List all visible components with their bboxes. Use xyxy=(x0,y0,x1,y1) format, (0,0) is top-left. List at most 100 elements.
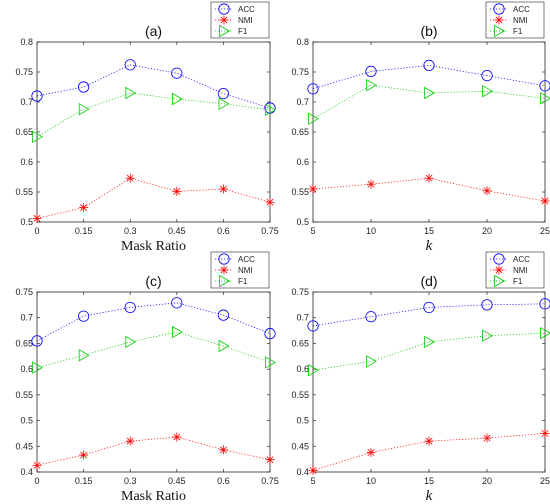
data-point-f1 xyxy=(424,86,436,100)
chart-panel-1: 0.5 0.55 0.6 0.65 0.7 0.75 0.8 0 0.15 0.3 0.45 0.6 0… xyxy=(15,1,279,254)
data-point-acc xyxy=(78,81,90,93)
data-point-nmi xyxy=(125,436,135,446)
data-point-f1 xyxy=(265,356,277,369)
legend-label-f1: F1 xyxy=(513,277,523,286)
data-point-acc xyxy=(171,297,183,309)
chart-title: (c) xyxy=(145,273,161,289)
y-tick-label: 0.6 xyxy=(20,364,33,374)
x-tick-label: 0.75 xyxy=(261,226,279,236)
x-axis-label: Mask Ratio xyxy=(121,489,186,504)
data-point-acc xyxy=(171,67,183,79)
x-axis-label: Mask Ratio xyxy=(121,239,186,254)
data-point-acc xyxy=(307,320,319,332)
data-point-nmi xyxy=(79,450,89,460)
data-point-nmi xyxy=(79,203,89,213)
data-point-nmi xyxy=(32,460,42,470)
plot-area xyxy=(312,41,546,223)
series-line-acc xyxy=(36,64,271,109)
data-point-nmi xyxy=(218,445,228,455)
x-tick-label: 0.75 xyxy=(261,476,279,486)
y-tick-label: 0.5 xyxy=(20,416,33,426)
y-tick-label: 0.7 xyxy=(20,97,33,107)
y-tick-label: 0.6 xyxy=(296,157,309,167)
legend-marker-f1 xyxy=(494,24,506,38)
data-point-nmi xyxy=(424,173,434,183)
y-tick-label: 0.55 xyxy=(291,390,309,400)
y-tick-label: 0.75 xyxy=(15,287,33,297)
series-line-acc xyxy=(312,303,546,327)
data-point-acc xyxy=(423,59,435,72)
data-point-acc xyxy=(124,59,136,71)
series-line-nmi xyxy=(36,436,271,466)
legend-marker-f1 xyxy=(219,24,231,38)
y-tick-label: 0.45 xyxy=(291,441,309,451)
data-point-acc xyxy=(78,310,90,322)
data-point-nmi xyxy=(540,428,550,438)
legend-label-acc: ACC xyxy=(513,5,530,14)
y-tick-label: 0.8 xyxy=(296,37,309,47)
data-point-f1 xyxy=(540,326,550,340)
legend-label-nmi: NMI xyxy=(513,266,528,275)
legend-marker-acc xyxy=(218,253,230,265)
data-point-f1 xyxy=(540,92,550,105)
data-point-nmi xyxy=(424,436,434,446)
data-point-nmi xyxy=(308,465,318,475)
legend: ACC NMI F1 xyxy=(485,251,545,289)
data-point-acc xyxy=(217,309,229,321)
data-point-acc xyxy=(481,299,493,311)
data-point-nmi xyxy=(482,433,492,443)
legend-label-acc: ACC xyxy=(238,5,255,14)
legend-label-acc: ACC xyxy=(238,255,255,264)
legend-label-acc: ACC xyxy=(513,255,530,264)
y-tick-label: 0.45 xyxy=(15,441,33,451)
data-point-f1 xyxy=(32,361,44,374)
x-tick-label: 0.6 xyxy=(217,226,230,236)
data-point-f1 xyxy=(218,97,230,110)
data-point-acc xyxy=(481,70,493,82)
x-tick-label: 5 xyxy=(310,476,315,486)
chart-title: (a) xyxy=(145,23,162,39)
data-point-f1 xyxy=(482,329,494,342)
x-tick-label: 0.3 xyxy=(124,476,137,486)
x-tick-label: 0.45 xyxy=(168,226,186,236)
y-tick-label: 0.65 xyxy=(15,127,33,137)
y-tick-label: 0.55 xyxy=(15,390,33,400)
x-tick-label: 5 xyxy=(310,226,315,236)
x-tick-label: 15 xyxy=(424,226,434,236)
x-tick-label: 0.3 xyxy=(124,226,137,236)
data-point-acc xyxy=(423,301,435,314)
series-line-nmi xyxy=(36,177,271,219)
x-tick-label: 0.15 xyxy=(75,476,93,486)
x-tick-label: 0.15 xyxy=(75,226,93,236)
data-point-nmi xyxy=(308,184,318,194)
data-point-nmi xyxy=(265,197,275,207)
legend-marker-acc xyxy=(493,3,505,15)
x-axis-label: k xyxy=(426,488,433,504)
x-tick-label: 0 xyxy=(34,226,39,236)
legend-marker-acc xyxy=(493,253,505,265)
x-tick-label: 10 xyxy=(366,226,376,236)
data-point-acc xyxy=(31,335,43,347)
data-point-f1 xyxy=(78,349,90,362)
x-tick-label: 0 xyxy=(34,476,39,486)
data-point-acc xyxy=(539,80,550,92)
data-point-acc xyxy=(307,83,319,95)
plot-area xyxy=(36,41,271,223)
data-point-acc xyxy=(264,328,276,340)
y-tick-label: 0.8 xyxy=(20,37,33,47)
data-point-nmi xyxy=(265,455,275,465)
data-point-nmi xyxy=(172,432,182,442)
legend-marker-f1 xyxy=(219,274,231,288)
legend-marker-nmi xyxy=(219,265,229,275)
data-point-f1 xyxy=(78,103,90,116)
y-tick-label: 0.75 xyxy=(291,67,309,77)
chart-title: (b) xyxy=(420,23,437,39)
data-point-acc xyxy=(217,88,229,100)
legend-label-nmi: NMI xyxy=(238,266,253,275)
data-point-nmi xyxy=(172,186,182,196)
chart-panel-3: 0.4 0.45 0.5 0.55 0.6 0.65 0.7 0.75 0 0.15 0.3 0.45… xyxy=(15,251,279,504)
y-tick-label: 0.75 xyxy=(15,67,33,77)
y-tick-label: 0.5 xyxy=(296,217,309,227)
legend: ACC NMI F1 xyxy=(210,1,270,39)
